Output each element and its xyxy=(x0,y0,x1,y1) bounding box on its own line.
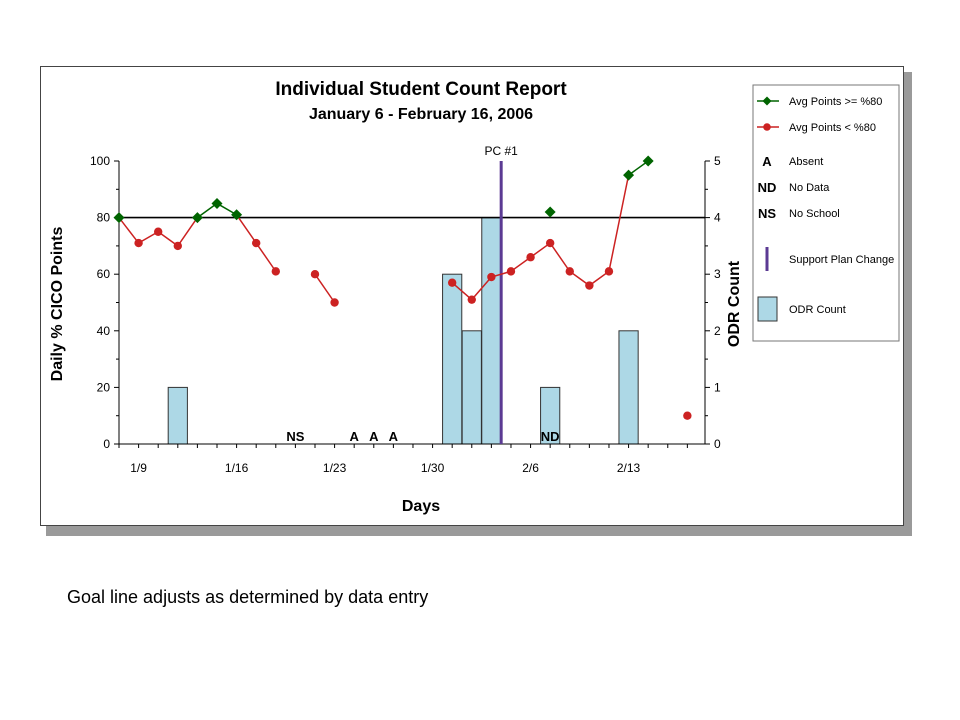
series-point-above-goal xyxy=(231,209,243,221)
y2-tick-label: 0 xyxy=(714,437,721,451)
series-point-below-goal xyxy=(506,267,516,276)
odr-bar xyxy=(442,273,463,445)
series-point-below-goal xyxy=(683,411,692,420)
y-tick-label: 60 xyxy=(97,267,111,281)
day-code-label: A xyxy=(369,429,379,444)
series-point-below-goal xyxy=(565,267,574,276)
y2-tick-label: 3 xyxy=(714,267,721,281)
series-point-above-goal xyxy=(544,206,556,218)
legend-label: Avg Points >= %80 xyxy=(789,96,882,108)
legend-label: Absent xyxy=(789,156,823,168)
phase-change-label: PC #1 xyxy=(484,144,518,158)
legend-label: Avg Points < %80 xyxy=(789,122,876,134)
series-point-below-goal xyxy=(604,267,614,276)
y2-tick-label: 5 xyxy=(714,154,721,168)
legend-label: No School xyxy=(789,208,840,220)
caption-text: Goal line adjusts as determined by data … xyxy=(67,587,429,607)
legend-code-symbol: NS xyxy=(758,206,776,221)
series-point-below-goal xyxy=(545,238,555,248)
day-code-label: NS xyxy=(286,429,304,444)
series-point-above-goal xyxy=(211,197,223,209)
x-tick-label: 2/13 xyxy=(617,461,641,475)
series-point-below-goal xyxy=(487,272,496,282)
y-tick-label: 100 xyxy=(90,154,110,168)
x-tick-label: 1/16 xyxy=(225,461,249,475)
legend-code-symbol: A xyxy=(762,154,772,169)
y-tick-label: 20 xyxy=(97,380,111,394)
chart-subtitle: January 6 - February 16, 2006 xyxy=(309,106,533,123)
y2-axis-label: ODR Count xyxy=(726,260,743,347)
x-tick-label: 2/6 xyxy=(522,461,539,475)
legend-label: No Data xyxy=(789,182,830,194)
legend-diamond-marker xyxy=(762,96,772,106)
chart-title: Individual Student Count Report xyxy=(275,79,567,100)
odr-bar xyxy=(481,217,502,445)
y2-tick-label: 2 xyxy=(714,324,721,338)
series-point-below-goal xyxy=(310,270,320,279)
series-point-below-goal xyxy=(173,241,182,251)
legend-circle-marker xyxy=(763,123,771,131)
series-point-above-goal xyxy=(623,169,635,181)
y-axis-label: Daily % CICO Points xyxy=(49,227,66,382)
odr-bar xyxy=(167,386,188,445)
y-tick-label: 40 xyxy=(97,324,111,338)
odr-bar xyxy=(618,330,639,445)
legend-label: Support Plan Change xyxy=(789,254,894,266)
series-point-below-goal xyxy=(153,227,163,236)
series-point-below-goal xyxy=(467,295,476,304)
series-line-segment xyxy=(549,175,630,287)
y-tick-label: 80 xyxy=(97,211,111,225)
series-point-below-goal xyxy=(251,238,261,248)
legend-odr-swatch xyxy=(757,296,778,322)
chart-svg: Individual Student Count Report January … xyxy=(49,79,900,515)
chart-figure: Individual Student Count Report January … xyxy=(40,66,904,526)
x-axis-label: Days xyxy=(402,498,440,515)
series-line-segment xyxy=(314,273,336,303)
legend: Avg Points >= %80 Avg Points < %80 A Absent… xyxy=(752,84,900,342)
series-point-above-goal xyxy=(191,212,203,224)
day-code-label: ND xyxy=(541,429,560,444)
series-point-below-goal xyxy=(447,278,457,287)
series-point-below-goal xyxy=(271,267,280,276)
odr-bar xyxy=(461,330,482,445)
x-tick-label: 1/23 xyxy=(323,461,347,475)
series-point-above-goal xyxy=(113,212,125,224)
day-code-label: A xyxy=(389,429,399,444)
series-point-below-goal xyxy=(134,238,143,248)
x-tick-label: 1/9 xyxy=(130,461,147,475)
series-point-below-goal xyxy=(330,298,339,307)
y-tick-label: 0 xyxy=(103,437,110,451)
day-code-label: A xyxy=(349,429,359,444)
series-point-below-goal xyxy=(526,253,535,262)
legend-code-symbol: ND xyxy=(758,180,777,195)
x-tick-label: 1/30 xyxy=(421,461,445,475)
series-line-segment xyxy=(628,160,649,176)
plot-area: 0 20 40 60 80 100 0 1 2 3 4 5 1/9 1/16 1/23 1/30 2/6 2/13… xyxy=(90,144,721,475)
series-point-above-goal xyxy=(642,155,654,167)
legend-label: ODR Count xyxy=(789,304,846,316)
y2-tick-label: 4 xyxy=(714,211,721,225)
y2-tick-label: 1 xyxy=(714,380,721,394)
series-point-below-goal xyxy=(585,281,594,290)
